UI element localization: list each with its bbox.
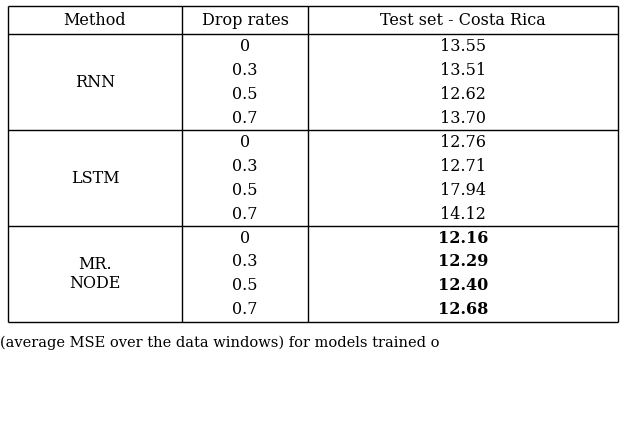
Text: 0.5: 0.5 — [232, 277, 258, 294]
Text: 0: 0 — [240, 38, 250, 54]
Text: 12.40: 12.40 — [438, 277, 488, 294]
Text: 12.16: 12.16 — [438, 229, 488, 247]
Text: 0: 0 — [240, 134, 250, 151]
Text: 13.55: 13.55 — [440, 38, 486, 54]
Text: 0: 0 — [240, 229, 250, 247]
Text: 12.62: 12.62 — [440, 86, 486, 102]
Text: 0.7: 0.7 — [232, 110, 258, 127]
Text: 12.76: 12.76 — [440, 134, 486, 151]
Text: 0.5: 0.5 — [232, 86, 258, 102]
Text: 0.7: 0.7 — [232, 301, 258, 318]
Text: 14.12: 14.12 — [440, 205, 486, 223]
Text: 13.51: 13.51 — [440, 62, 486, 78]
Text: 12.68: 12.68 — [438, 301, 488, 318]
Text: 0.5: 0.5 — [232, 181, 258, 199]
Text: 0.7: 0.7 — [232, 205, 258, 223]
Text: 12.29: 12.29 — [438, 253, 488, 270]
Text: 0.3: 0.3 — [232, 62, 258, 78]
Text: 12.71: 12.71 — [440, 158, 486, 175]
Text: RNN: RNN — [75, 74, 115, 90]
Text: Drop rates: Drop rates — [202, 12, 289, 29]
Text: 13.70: 13.70 — [440, 110, 486, 127]
Text: 0.3: 0.3 — [232, 253, 258, 270]
Text: Test set - Costa Rica: Test set - Costa Rica — [380, 12, 546, 29]
Text: 17.94: 17.94 — [440, 181, 486, 199]
Text: 0.3: 0.3 — [232, 158, 258, 175]
Text: LSTM: LSTM — [71, 169, 119, 187]
Text: (average MSE over the data windows) for models trained o: (average MSE over the data windows) for … — [0, 336, 440, 351]
Text: MR.
NODE: MR. NODE — [69, 256, 121, 292]
Text: Method: Method — [64, 12, 126, 29]
